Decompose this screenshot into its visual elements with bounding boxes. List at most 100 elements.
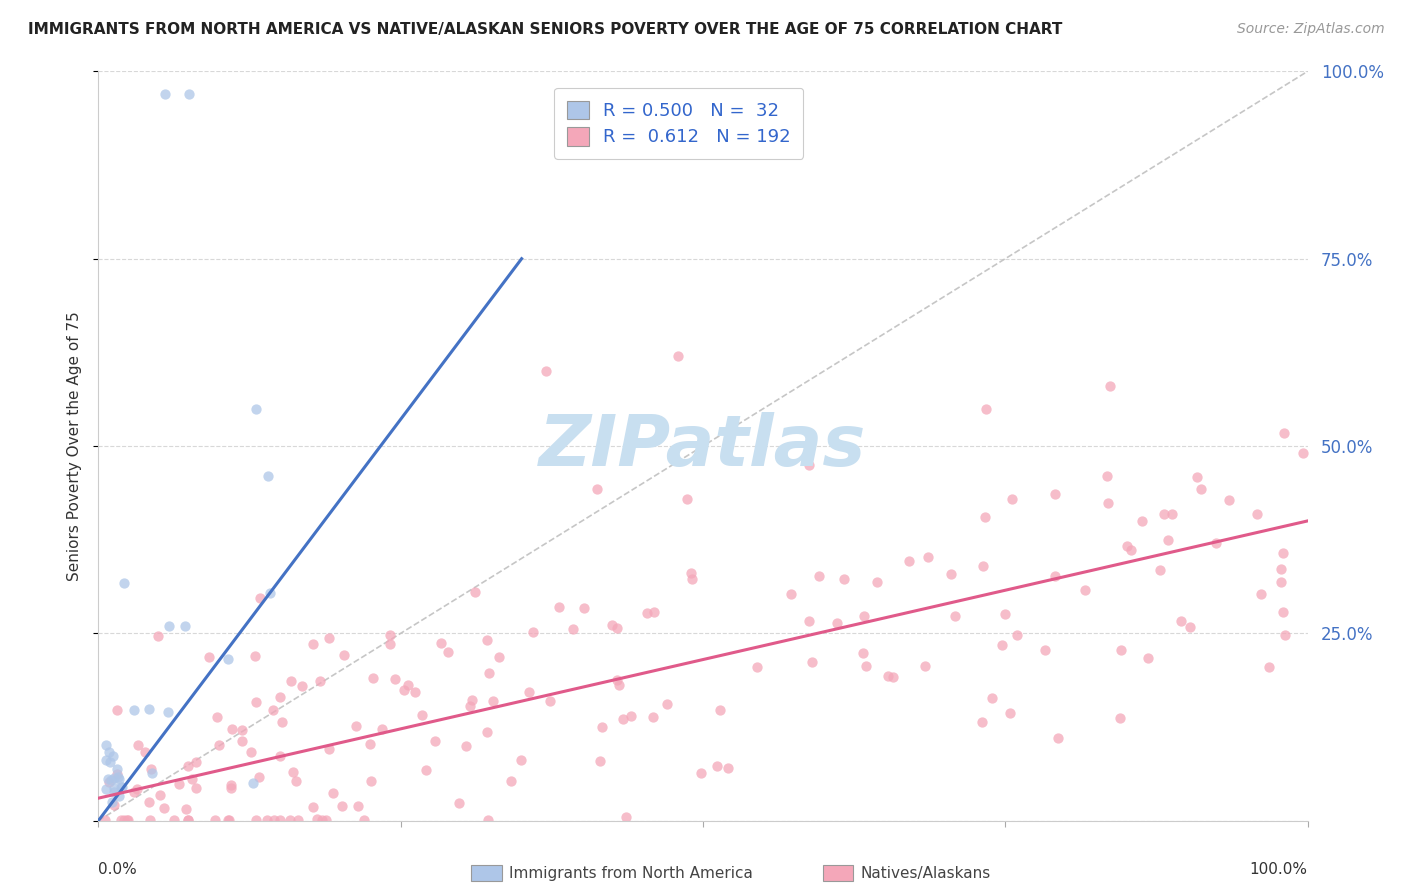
- Point: [499, 774, 522, 789]
- Point: [122, 703, 145, 717]
- Point: [641, 710, 664, 724]
- Point: [242, 776, 264, 790]
- Point: [832, 572, 855, 586]
- Point: [612, 712, 634, 726]
- Point: [94, 739, 117, 753]
- Point: [1170, 614, 1192, 628]
- Point: [218, 813, 240, 827]
- Point: [917, 549, 939, 564]
- Point: [103, 780, 125, 795]
- Point: [454, 739, 477, 753]
- Point: [1218, 492, 1240, 507]
- Point: [981, 690, 1004, 705]
- Point: [259, 586, 281, 600]
- Point: [186, 780, 208, 795]
- Point: [1292, 446, 1315, 460]
- Point: [117, 813, 139, 827]
- Point: [186, 756, 208, 770]
- Point: [157, 619, 180, 633]
- Point: [461, 693, 484, 707]
- Point: [291, 679, 314, 693]
- Point: [606, 673, 628, 687]
- Point: [614, 810, 637, 824]
- Point: [301, 799, 323, 814]
- Point: [344, 719, 367, 733]
- Point: [882, 670, 904, 684]
- Point: [914, 659, 936, 673]
- Point: [620, 708, 643, 723]
- Point: [174, 619, 197, 633]
- Point: [177, 813, 200, 827]
- Point: [105, 762, 128, 776]
- Point: [177, 759, 200, 773]
- Point: [1047, 731, 1070, 746]
- Point: [1130, 514, 1153, 528]
- Point: [281, 764, 304, 779]
- Point: [706, 759, 728, 773]
- Point: [1109, 642, 1132, 657]
- Point: [179, 87, 201, 101]
- Point: [747, 659, 769, 673]
- Text: 100.0%: 100.0%: [1250, 862, 1308, 877]
- Point: [110, 780, 132, 795]
- Point: [675, 492, 697, 507]
- Point: [247, 770, 270, 784]
- Point: [464, 584, 486, 599]
- Point: [285, 773, 308, 788]
- Point: [134, 745, 156, 759]
- Point: [852, 646, 875, 660]
- Point: [855, 659, 877, 673]
- Point: [534, 364, 557, 378]
- Point: [643, 605, 665, 619]
- Point: [270, 715, 292, 730]
- Point: [124, 785, 146, 799]
- Point: [1270, 575, 1292, 590]
- Point: [974, 509, 997, 524]
- Point: [1258, 660, 1281, 674]
- Point: [1246, 507, 1268, 521]
- Point: [998, 706, 1021, 721]
- Point: [112, 813, 135, 827]
- Point: [97, 772, 120, 787]
- Point: [256, 813, 278, 827]
- Point: [101, 795, 124, 809]
- Point: [152, 800, 174, 814]
- Point: [679, 566, 702, 580]
- Point: [423, 734, 446, 748]
- Point: [163, 813, 186, 827]
- Point: [197, 650, 219, 665]
- Point: [510, 753, 533, 767]
- Point: [690, 766, 713, 780]
- Point: [221, 778, 243, 792]
- Point: [825, 615, 848, 630]
- Point: [1189, 482, 1212, 496]
- Point: [876, 668, 898, 682]
- Point: [301, 637, 323, 651]
- Point: [239, 745, 262, 759]
- Point: [138, 702, 160, 716]
- Point: [1271, 546, 1294, 560]
- Point: [943, 608, 966, 623]
- Point: [458, 698, 481, 713]
- Point: [219, 780, 242, 795]
- Point: [204, 813, 226, 827]
- Point: [330, 798, 353, 813]
- Point: [263, 813, 285, 827]
- Point: [392, 683, 415, 698]
- Point: [245, 401, 267, 416]
- Point: [278, 813, 301, 827]
- Point: [1109, 711, 1132, 725]
- Text: Immigrants from North America: Immigrants from North America: [509, 866, 752, 880]
- Point: [994, 607, 1017, 622]
- Point: [141, 766, 163, 780]
- Point: [333, 648, 356, 662]
- Point: [538, 694, 561, 708]
- Point: [606, 621, 628, 635]
- Point: [111, 780, 134, 794]
- Point: [1098, 379, 1121, 393]
- Point: [1156, 533, 1178, 548]
- Point: [974, 401, 997, 416]
- Point: [245, 649, 267, 664]
- Point: [208, 739, 231, 753]
- Point: [866, 574, 889, 589]
